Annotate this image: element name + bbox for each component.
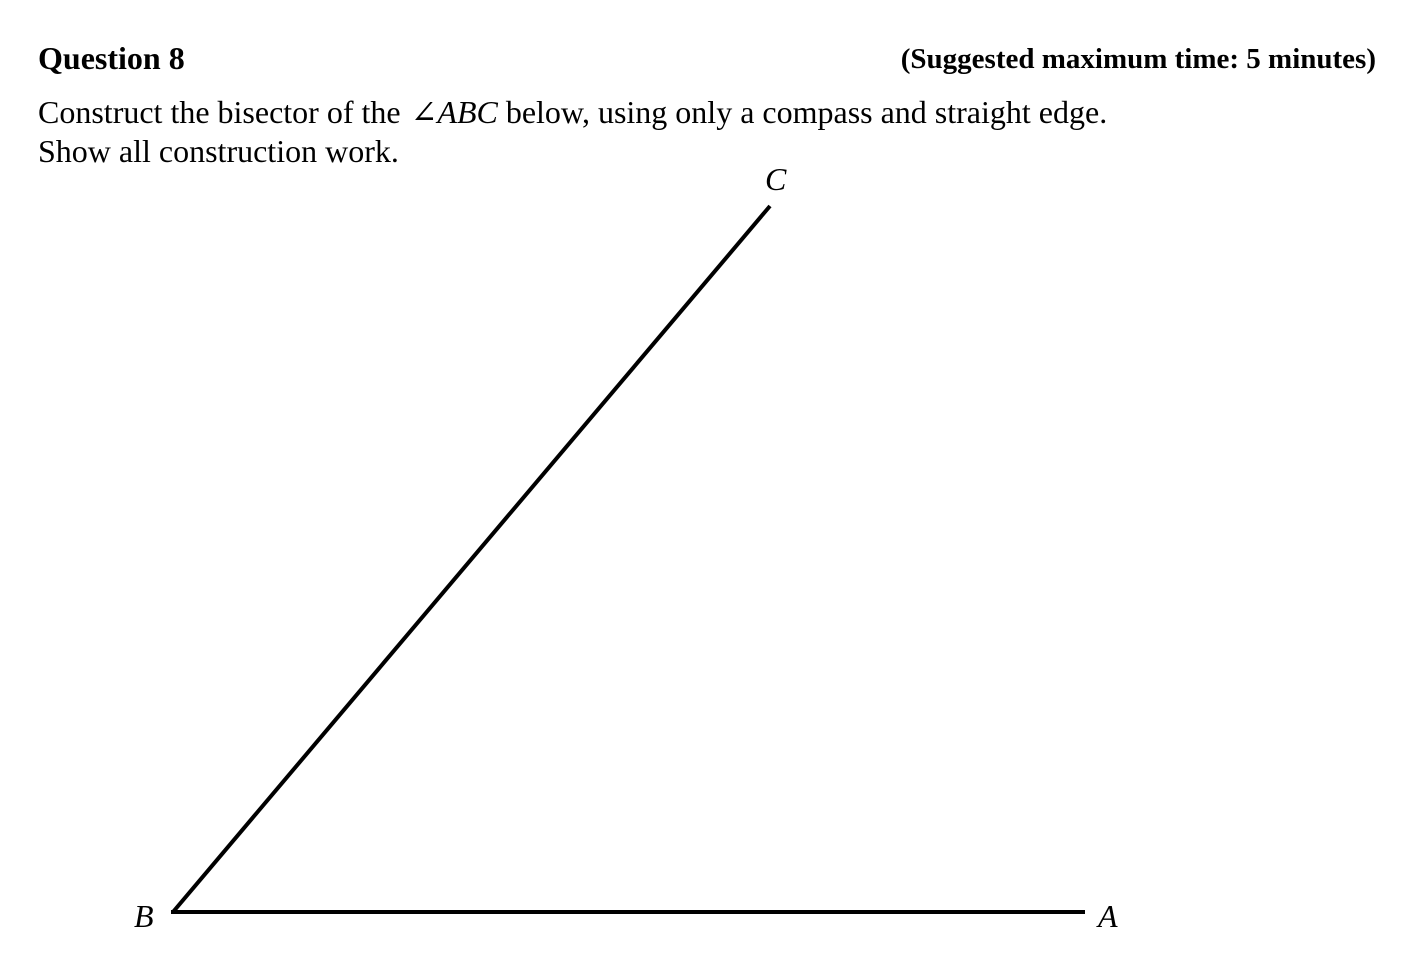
ray-bc — [171, 204, 772, 914]
angle-name: ∠ABC — [410, 94, 498, 130]
suggested-time-note: (Suggested maximum time: 5 minutes) — [900, 43, 1376, 75]
point-label-a: A — [1096, 898, 1118, 934]
instruction-line-2: Show all construction work. — [38, 133, 399, 169]
instruction-text-before: Construct the bisector of the — [38, 94, 401, 130]
point-label-b: B — [134, 898, 154, 934]
instructions: Construct the bisector of the ∠ABC below, … — [38, 93, 1107, 171]
instruction-text-after: below, using only a compass and straight… — [505, 94, 1108, 130]
point-label-c: C — [765, 161, 787, 197]
question-title: Question 8 — [38, 40, 185, 76]
instruction-line-1: Construct the bisector of the ∠ABC below, … — [38, 93, 1107, 132]
